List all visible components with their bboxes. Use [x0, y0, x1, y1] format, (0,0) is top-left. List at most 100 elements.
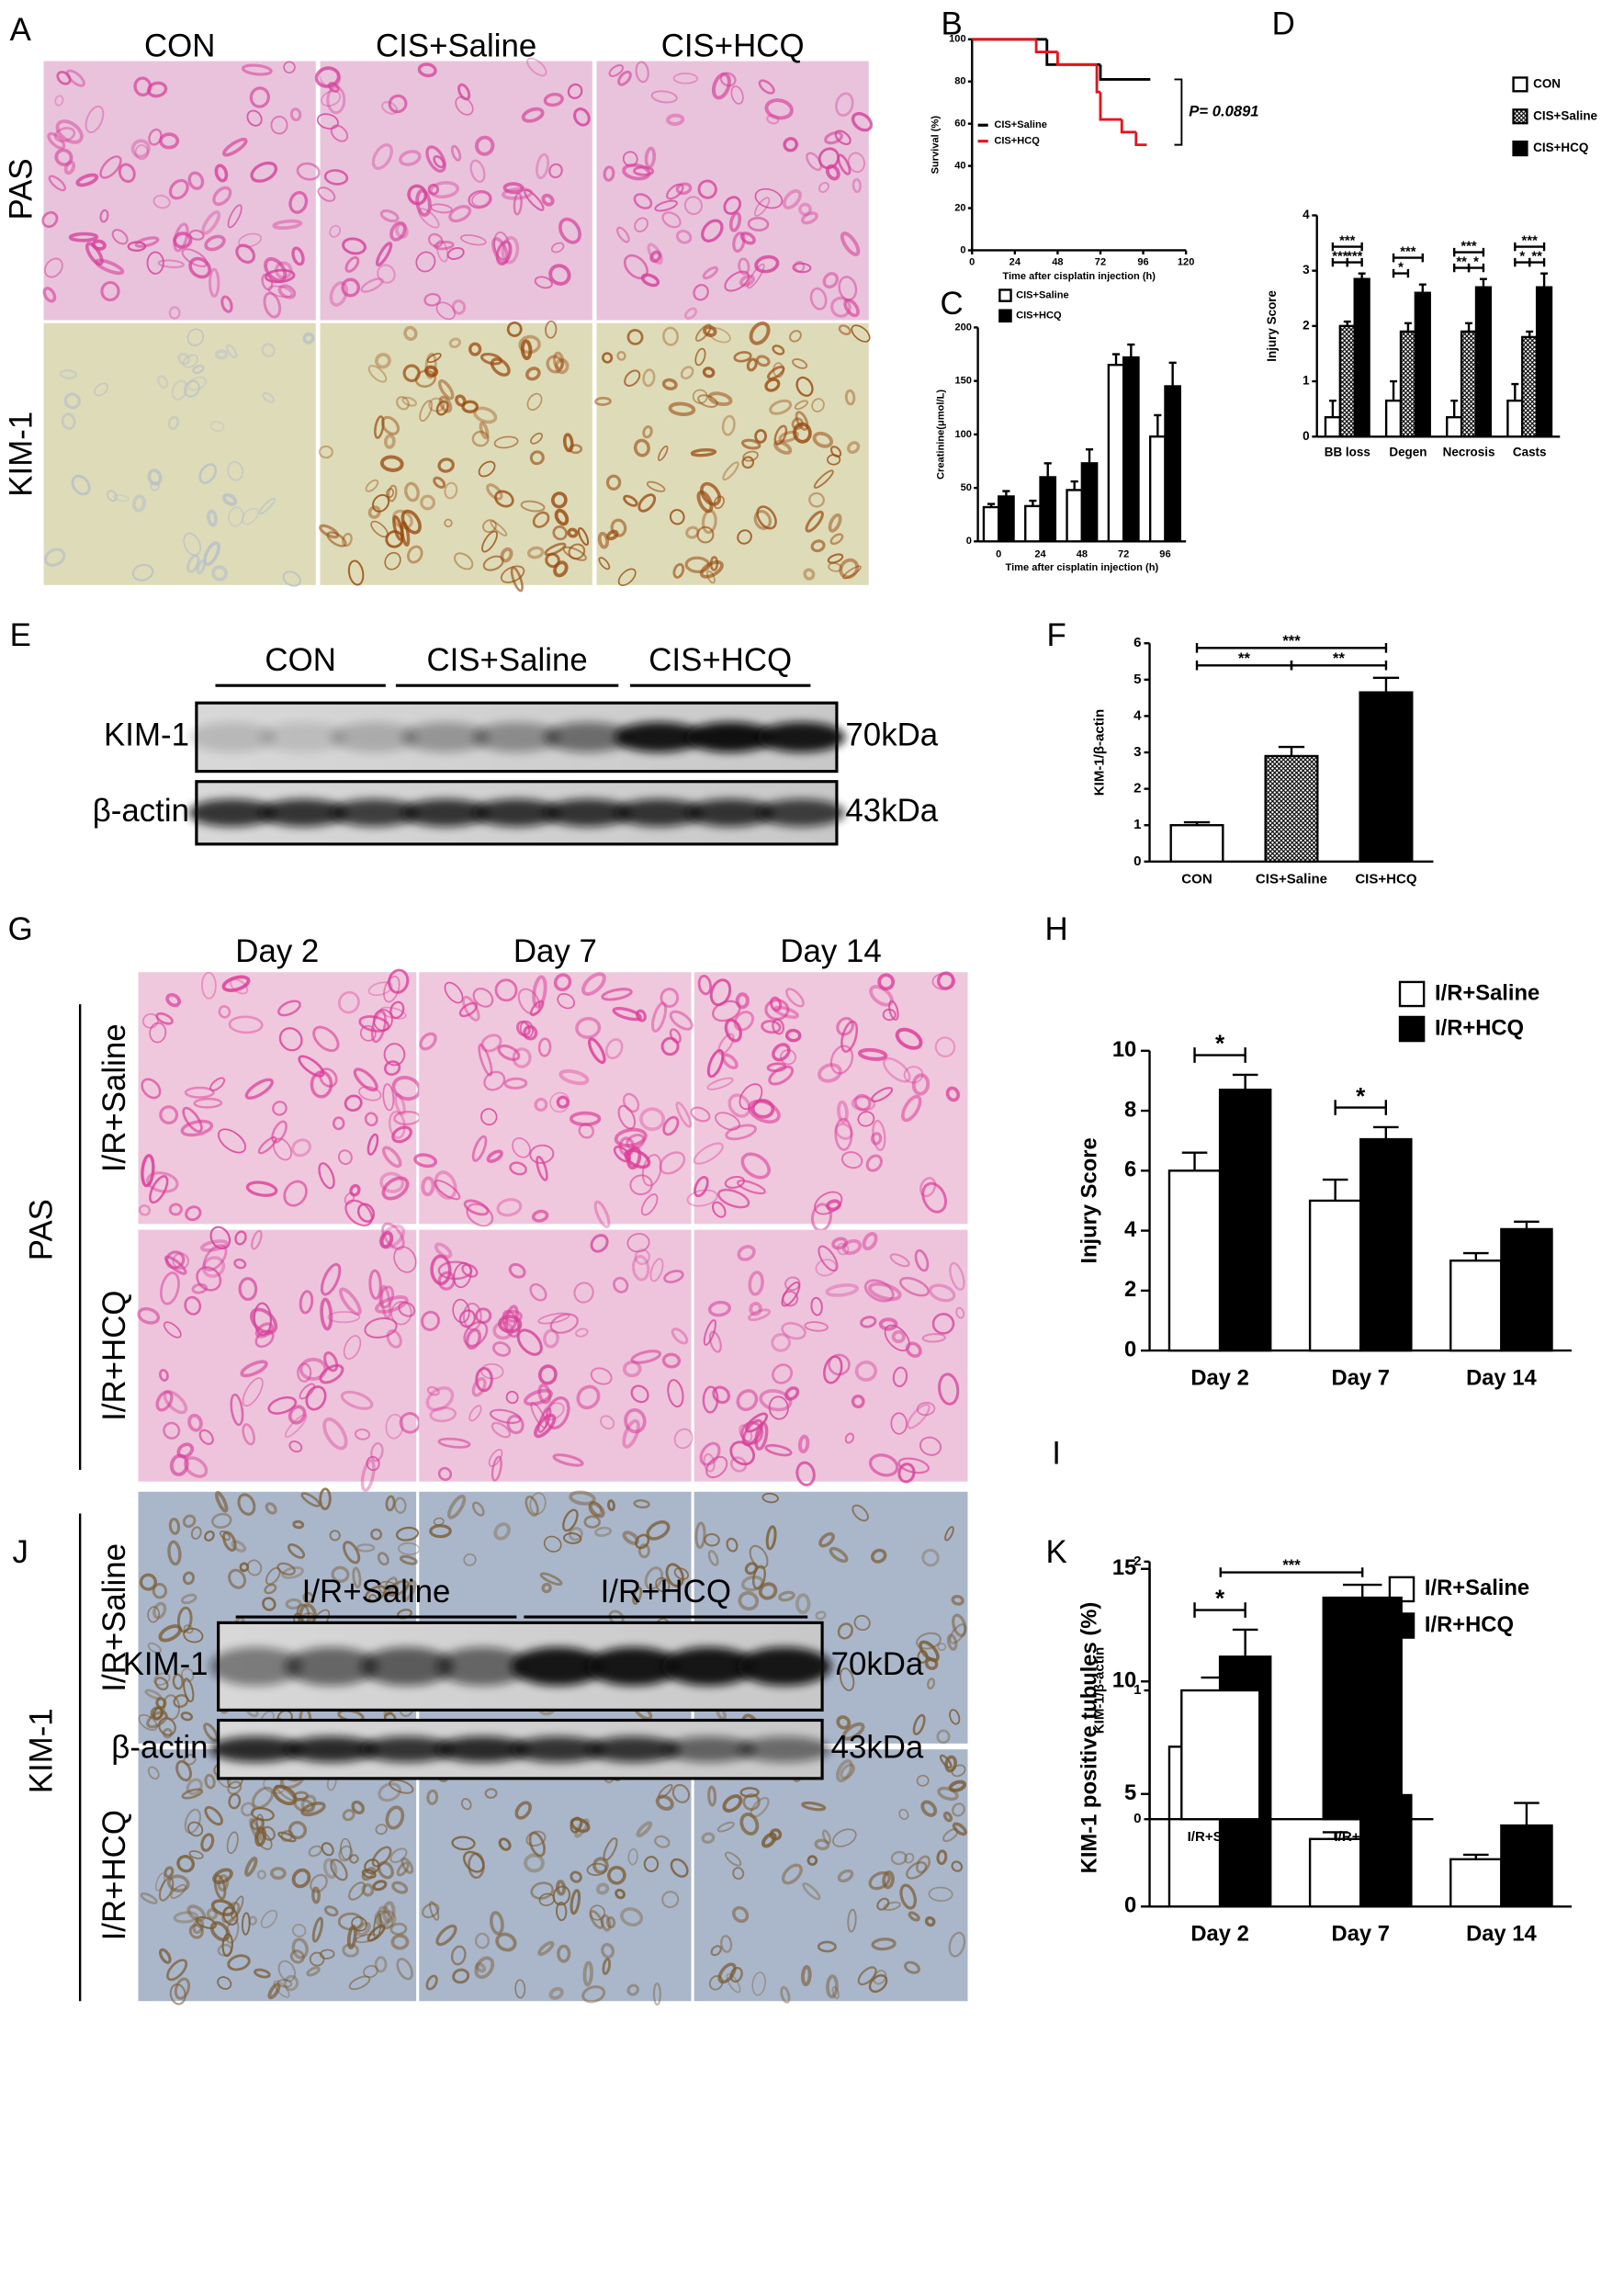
y-tick-label: 2 [1124, 1277, 1136, 1302]
texture [557, 1944, 571, 1963]
texture [374, 1910, 394, 1930]
texture [622, 163, 651, 181]
y-tick-label: 1 [1303, 374, 1310, 388]
micrograph [138, 968, 422, 1226]
texture [567, 83, 583, 99]
texture [675, 1101, 693, 1128]
texture [686, 1189, 718, 1207]
texture [227, 204, 242, 229]
texture [549, 1313, 579, 1334]
texture [204, 234, 226, 252]
micrograph [596, 61, 874, 321]
texture [694, 1521, 706, 1549]
texture [385, 1495, 396, 1512]
texture [701, 509, 717, 535]
texture [634, 217, 648, 232]
texture [650, 90, 678, 104]
texture [837, 1100, 849, 1124]
texture [765, 1525, 777, 1551]
significance-label: *** [1332, 249, 1348, 264]
texture [524, 1495, 539, 1517]
texture [498, 1837, 512, 1851]
texture [437, 1466, 453, 1481]
texture [871, 1937, 897, 1951]
significance-bracket [1193, 1047, 1246, 1063]
error-bar [1043, 462, 1052, 478]
texture [907, 1403, 930, 1429]
texture [330, 124, 349, 142]
texture [435, 400, 449, 416]
texture [198, 463, 218, 484]
survival-step [1120, 119, 1136, 134]
texture [773, 362, 784, 378]
texture [158, 1368, 169, 1382]
texture [570, 1817, 591, 1833]
significance-bracket [1346, 257, 1363, 267]
texture [529, 1000, 545, 1017]
texture [444, 518, 453, 528]
texture [617, 70, 632, 86]
bar [1506, 399, 1524, 438]
texture [186, 1904, 207, 1922]
texture [646, 480, 666, 492]
bar [1384, 399, 1403, 438]
bar [1399, 330, 1417, 438]
texture [730, 85, 744, 105]
texture [895, 1027, 923, 1050]
texture [337, 990, 360, 1014]
texture [840, 1763, 856, 1779]
texture [272, 1101, 288, 1116]
texture [493, 1522, 511, 1541]
bar [1449, 1858, 1503, 1908]
panel-label: C [940, 286, 963, 322]
texture [377, 1905, 391, 1926]
y-axis-label: Creatinine(μmol/L) [936, 390, 947, 480]
texture [747, 216, 770, 232]
texture [383, 1060, 401, 1076]
texture [795, 376, 814, 397]
texture [955, 1306, 965, 1319]
texture [829, 1546, 849, 1564]
texture [378, 1224, 406, 1249]
micrograph-field [694, 1749, 968, 2002]
texture [502, 182, 524, 195]
significance-label: *** [1460, 239, 1477, 254]
texture [461, 400, 479, 413]
significance-label: *** [1339, 233, 1356, 248]
texture [782, 188, 802, 209]
texture [581, 1985, 606, 2004]
texture [176, 1442, 195, 1459]
texture [204, 1531, 215, 1542]
texture [720, 1935, 733, 1953]
texture [491, 1421, 512, 1439]
texture [63, 392, 81, 410]
texture [624, 1407, 647, 1434]
texture [660, 988, 680, 1008]
band [360, 1736, 455, 1763]
texture [248, 1915, 258, 1926]
texture [644, 146, 657, 169]
texture [450, 1945, 467, 1966]
micrograph [413, 972, 694, 1228]
texture [769, 399, 793, 415]
texture [385, 530, 404, 548]
texture [134, 236, 160, 248]
texture [281, 1565, 304, 1579]
texture [264, 256, 288, 283]
texture [951, 1764, 966, 1778]
legend-swatch [1398, 1015, 1426, 1043]
texture [288, 191, 309, 214]
texture [754, 254, 780, 274]
error-bar [1463, 1251, 1489, 1261]
texture [377, 1910, 397, 1929]
texture [308, 1845, 322, 1858]
texture [188, 256, 212, 279]
bar [1107, 364, 1125, 543]
texture [198, 1429, 214, 1445]
texture [202, 1244, 228, 1271]
band [284, 1646, 378, 1686]
texture [626, 1133, 646, 1150]
y-tick-label: 4 [1303, 208, 1310, 221]
texture [429, 1901, 440, 1921]
survival-step [1134, 131, 1147, 147]
